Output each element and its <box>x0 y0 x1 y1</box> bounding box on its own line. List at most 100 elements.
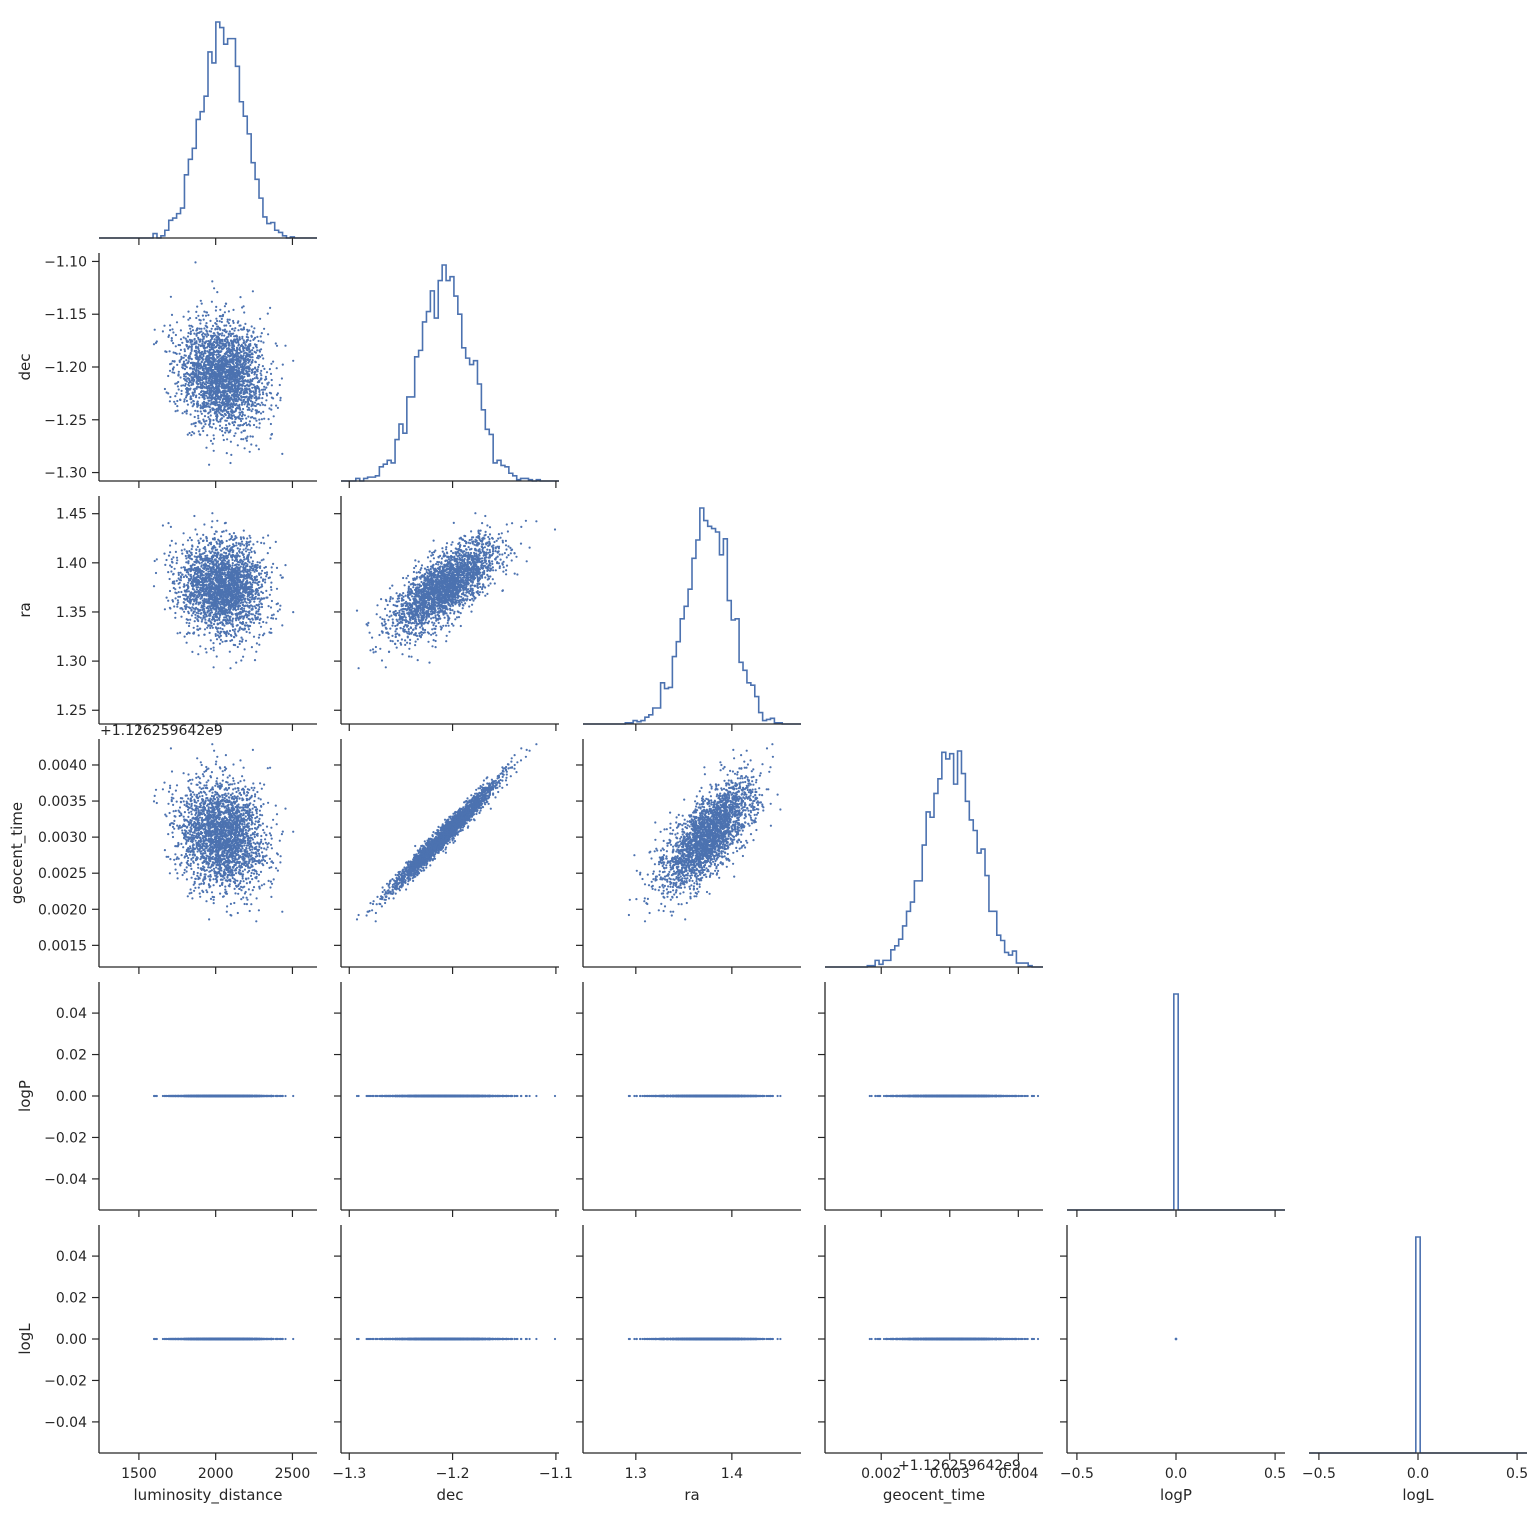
scatter-point <box>238 349 242 352</box>
scatter-point <box>214 372 218 375</box>
scatter-point <box>227 332 230 335</box>
scatter-point <box>247 628 250 631</box>
scatter-point <box>197 343 200 346</box>
scatter-point <box>247 336 250 339</box>
scatter-point <box>225 344 228 347</box>
scatter-point <box>240 540 244 543</box>
scatter-point <box>236 581 240 584</box>
scatter-point <box>220 361 224 364</box>
scatter-point <box>180 566 183 569</box>
scatter-point <box>234 372 237 375</box>
scatter-point <box>190 566 193 569</box>
scatter-point <box>251 578 254 581</box>
scatter-point <box>235 360 238 363</box>
scatter-point <box>170 337 173 340</box>
scatter-point <box>232 319 235 323</box>
scatter-point <box>279 396 282 399</box>
scatter-point <box>250 371 253 374</box>
scatter-point <box>207 607 210 610</box>
scatter-point <box>258 390 261 393</box>
scatter-point <box>231 583 234 586</box>
scatter-point <box>185 588 188 591</box>
scatter-point <box>215 607 218 610</box>
scatter-point <box>200 330 203 333</box>
scatter-point <box>206 626 209 629</box>
scatter-point <box>236 586 239 589</box>
scatter-point <box>261 354 264 357</box>
scatter-point <box>202 402 205 406</box>
scatter-point <box>196 410 199 413</box>
scatter-point <box>155 558 158 561</box>
scatter-point <box>255 419 258 422</box>
scatter-point <box>214 327 217 330</box>
scatter-point <box>175 321 179 324</box>
scatter-point <box>193 571 196 574</box>
panel-dec-vs-luminosity-distance: −1.30−1.25−1.20−1.15−1.10 <box>44 253 317 488</box>
scatter-point <box>200 390 203 393</box>
scatter-point <box>258 580 261 583</box>
scatter-point <box>210 402 213 405</box>
scatter-point <box>221 548 224 551</box>
scatter-point <box>189 618 192 621</box>
scatter-point <box>228 533 231 536</box>
scatter-point <box>197 589 200 593</box>
scatter-point <box>173 400 176 403</box>
scatter-point <box>203 523 206 526</box>
scatter-point <box>232 321 235 324</box>
scatter-point <box>241 543 244 546</box>
scatter-point <box>206 332 209 335</box>
scatter-point <box>216 325 219 328</box>
scatter-point <box>176 632 179 635</box>
scatter-point <box>196 572 199 575</box>
scatter-point <box>219 328 222 331</box>
scatter-point <box>269 306 272 309</box>
scatter-point <box>233 329 236 332</box>
scatter-point <box>248 420 251 423</box>
scatter-point <box>239 408 242 411</box>
scatter-point <box>207 402 210 405</box>
scatter-point <box>165 350 168 353</box>
scatter-point <box>199 558 202 561</box>
scatter-point <box>206 434 209 437</box>
scatter-point <box>206 381 209 385</box>
scatter-point <box>257 365 260 369</box>
scatter-point <box>236 370 239 373</box>
scatter-point <box>246 570 249 573</box>
scatter-point <box>208 396 211 399</box>
scatter-point <box>183 367 186 370</box>
scatter-point <box>211 572 214 576</box>
scatter-point <box>251 368 255 371</box>
scatter-point <box>248 551 251 554</box>
scatter-point <box>269 392 273 395</box>
scatter-point <box>183 610 186 613</box>
scatter-point <box>201 342 204 345</box>
scatter-point <box>208 559 212 563</box>
scatter-point <box>197 414 200 417</box>
scatter-point <box>259 565 262 568</box>
scatter-point <box>275 367 278 370</box>
scatter-point <box>223 624 226 627</box>
y-tick-label: −1.15 <box>44 307 87 323</box>
scatter-point <box>218 545 221 548</box>
scatter-point <box>247 406 250 409</box>
scatter-point <box>275 587 279 590</box>
scatter-point <box>203 405 206 409</box>
scatter-point <box>216 415 219 418</box>
scatter-point <box>169 544 172 547</box>
scatter-point <box>247 594 250 597</box>
scatter-point <box>270 588 273 592</box>
scatter-point <box>191 430 194 434</box>
scatter-point <box>226 597 229 600</box>
scatter-point <box>232 635 236 639</box>
scatter-point <box>218 556 222 560</box>
scatter-point <box>204 358 207 361</box>
scatter-point <box>223 555 226 558</box>
scatter-point <box>174 616 177 619</box>
scatter-point <box>223 387 226 390</box>
scatter-point <box>242 429 245 432</box>
scatter-point <box>217 406 220 409</box>
scatter-point <box>246 604 249 607</box>
scatter-point <box>249 416 253 419</box>
scatter-point <box>245 387 248 390</box>
scatter-point <box>269 546 272 550</box>
